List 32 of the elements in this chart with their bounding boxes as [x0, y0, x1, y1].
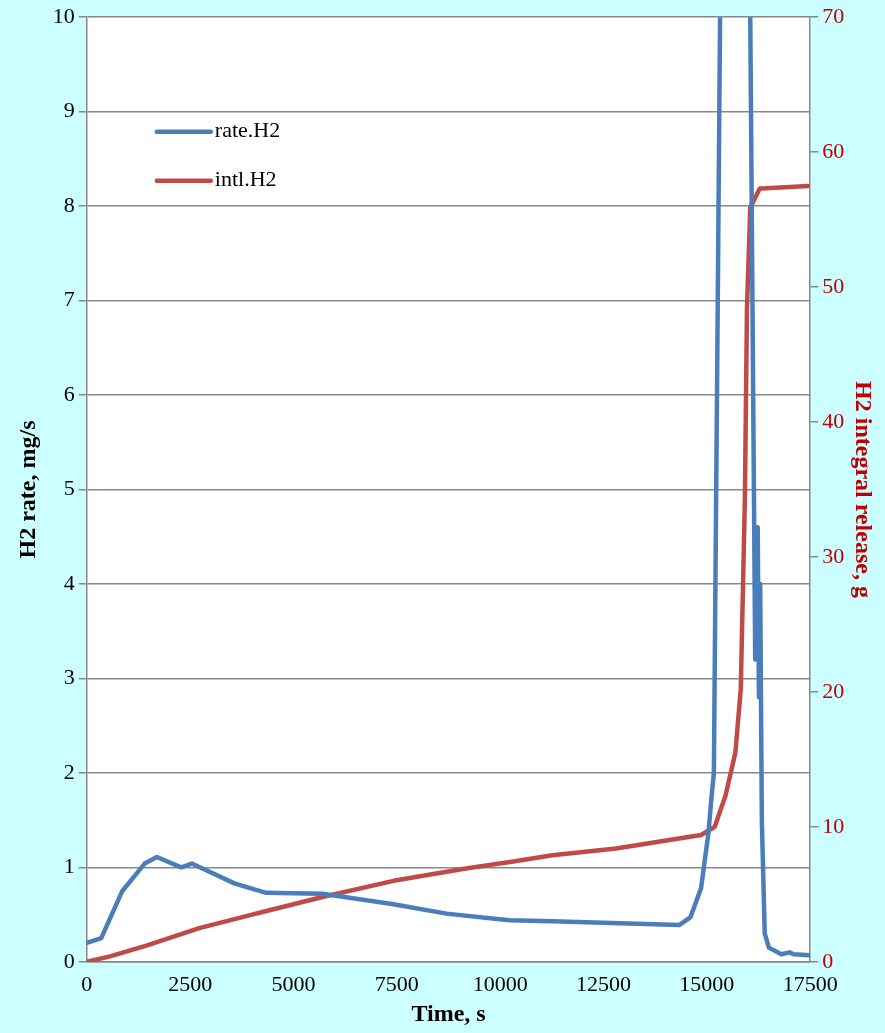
x-tick-label: 0 [81, 970, 93, 996]
y-tick-label: 5 [63, 475, 75, 501]
y-tick-label: 4 [63, 569, 75, 595]
y-tick-label: 6 [63, 380, 75, 406]
y-axis-title: H2 rate, mg/s [13, 420, 40, 559]
x-tick-label: 17500 [782, 970, 838, 996]
y2-tick-label: 50 [822, 272, 845, 298]
x-tick-label: 5000 [271, 970, 316, 996]
y-tick-label: 2 [63, 758, 75, 784]
y-tick-label: 1 [63, 853, 75, 879]
x-tick-label: 7500 [374, 970, 419, 996]
y2-tick-label: 70 [822, 2, 845, 28]
y2-axis-title: H2 integral release, g [851, 381, 878, 598]
y2-tick-label: 30 [822, 542, 845, 568]
y-tick-label: 0 [63, 947, 75, 973]
x-axis-title: Time, s [411, 999, 486, 1026]
y-tick-label: 3 [63, 664, 75, 690]
y2-tick-label: 40 [822, 407, 845, 433]
y2-tick-label: 60 [822, 137, 845, 163]
x-tick-label: 10000 [472, 970, 528, 996]
y2-tick-label: 0 [822, 947, 834, 973]
y2-tick-label: 20 [822, 677, 845, 703]
x-tick-label: 15000 [679, 970, 735, 996]
y-tick-label: 9 [63, 97, 75, 123]
y-tick-label: 10 [52, 2, 75, 28]
legend-label: intl.H2 [214, 166, 277, 192]
x-tick-label: 2500 [168, 970, 213, 996]
y-tick-label: 7 [63, 286, 75, 312]
y-tick-label: 8 [63, 191, 75, 217]
x-tick-label: 12500 [576, 970, 632, 996]
y2-tick-label: 10 [822, 812, 845, 838]
legend-label: rate.H2 [214, 117, 281, 143]
